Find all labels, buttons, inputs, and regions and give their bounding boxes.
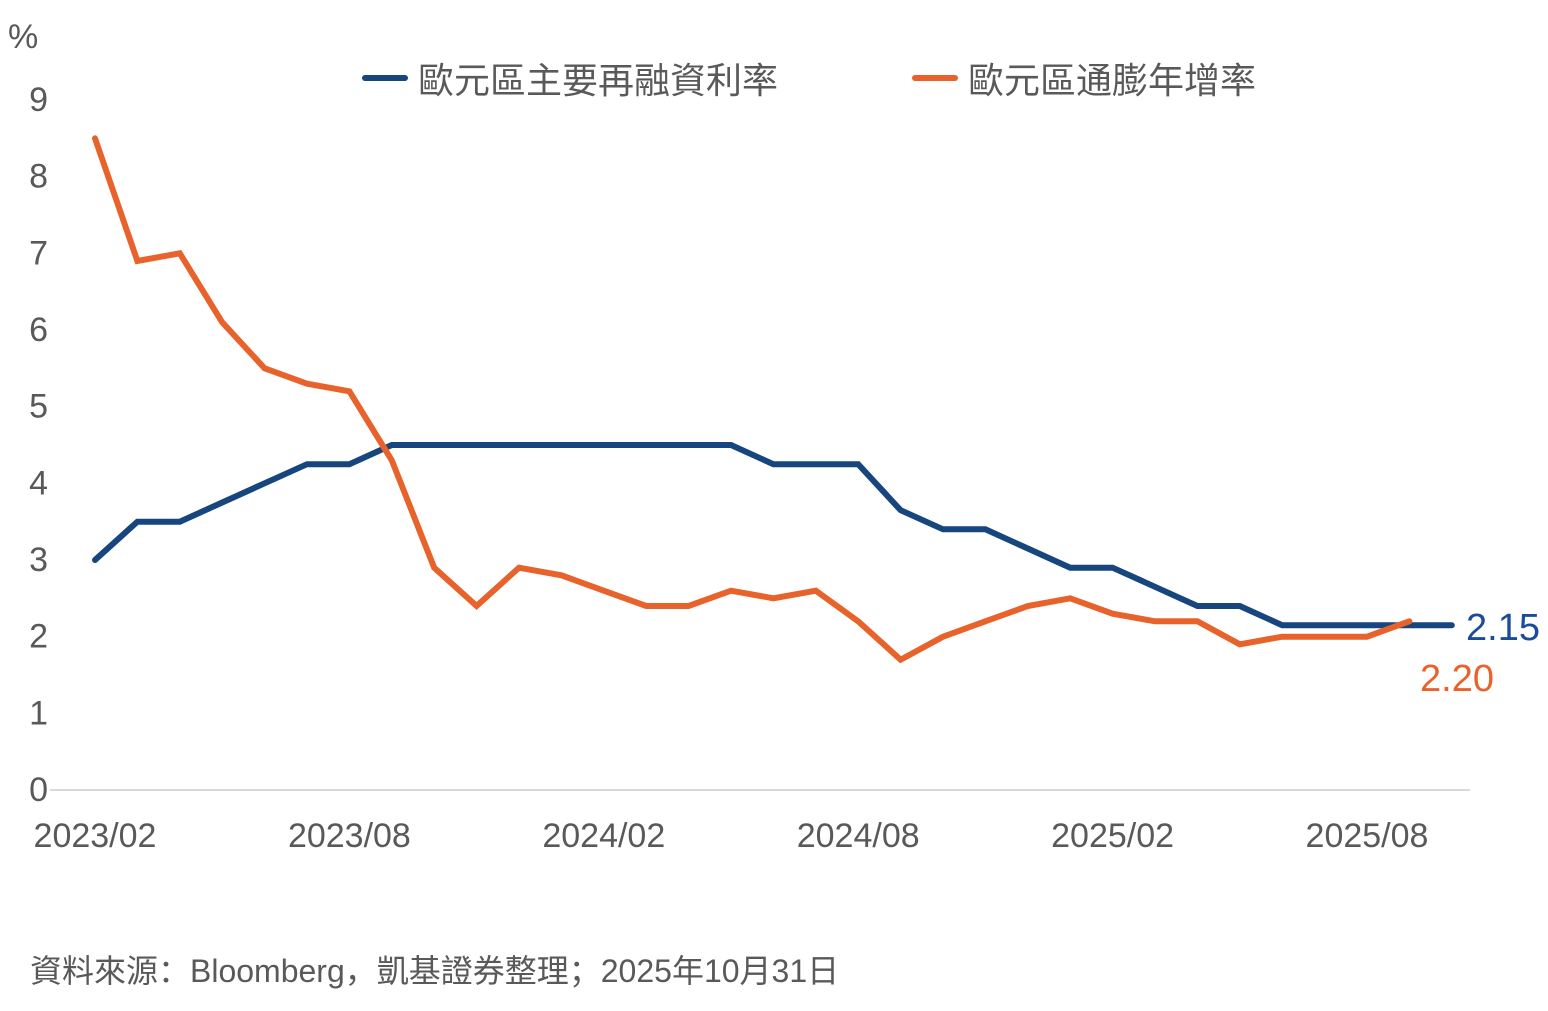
y-tick-label: 1	[29, 694, 48, 732]
x-axis-tick-labels: 2023/02 2023/08 2024/02 2024/08 2025/02 2025/…	[34, 817, 1429, 855]
y-axis-tick-labels: 0 1 2 3 4 5 6 7 8 9	[29, 81, 48, 809]
legend-label-inflation: 歐元區通膨年增率	[968, 60, 1257, 101]
x-tick-label: 2023/08	[288, 817, 411, 855]
y-tick-label: 0	[29, 771, 48, 809]
y-tick-label: 7	[29, 234, 48, 272]
series-lines	[92, 135, 1455, 664]
x-tick-label: 2025/02	[1051, 817, 1174, 855]
y-tick-label: 6	[29, 311, 48, 349]
y-axis-unit-label: %	[8, 18, 39, 56]
x-tick-label: 2025/08	[1306, 817, 1429, 855]
x-tick-label: 2024/08	[797, 817, 920, 855]
x-tick-label: 2023/02	[34, 817, 157, 855]
series-line-refi	[92, 442, 1455, 629]
refi-end-value-label: 2.15	[1466, 607, 1540, 649]
y-tick-label: 2	[29, 618, 48, 656]
source-note: 資料來源：Bloomberg，凱基證券整理；2025年10月31日	[30, 953, 840, 989]
y-tick-label: 9	[29, 81, 48, 119]
inflation-line-swatch-icon	[912, 75, 958, 81]
legend-item-refi: 歐元區主要再融資利率	[362, 58, 778, 101]
series-line-inflation	[92, 135, 1413, 664]
legend-item-inflation: 歐元區通膨年增率	[912, 58, 1256, 101]
y-tick-label: 5	[29, 388, 48, 426]
refi-line-swatch-icon	[362, 75, 408, 81]
y-tick-label: 3	[29, 541, 48, 579]
y-tick-label: 8	[29, 158, 48, 196]
legend-label-refi: 歐元區主要再融資利率	[418, 60, 779, 101]
y-tick-label: 4	[29, 464, 48, 502]
x-tick-label: 2024/02	[542, 817, 665, 855]
inflation-end-value-label: 2.20	[1420, 658, 1494, 700]
